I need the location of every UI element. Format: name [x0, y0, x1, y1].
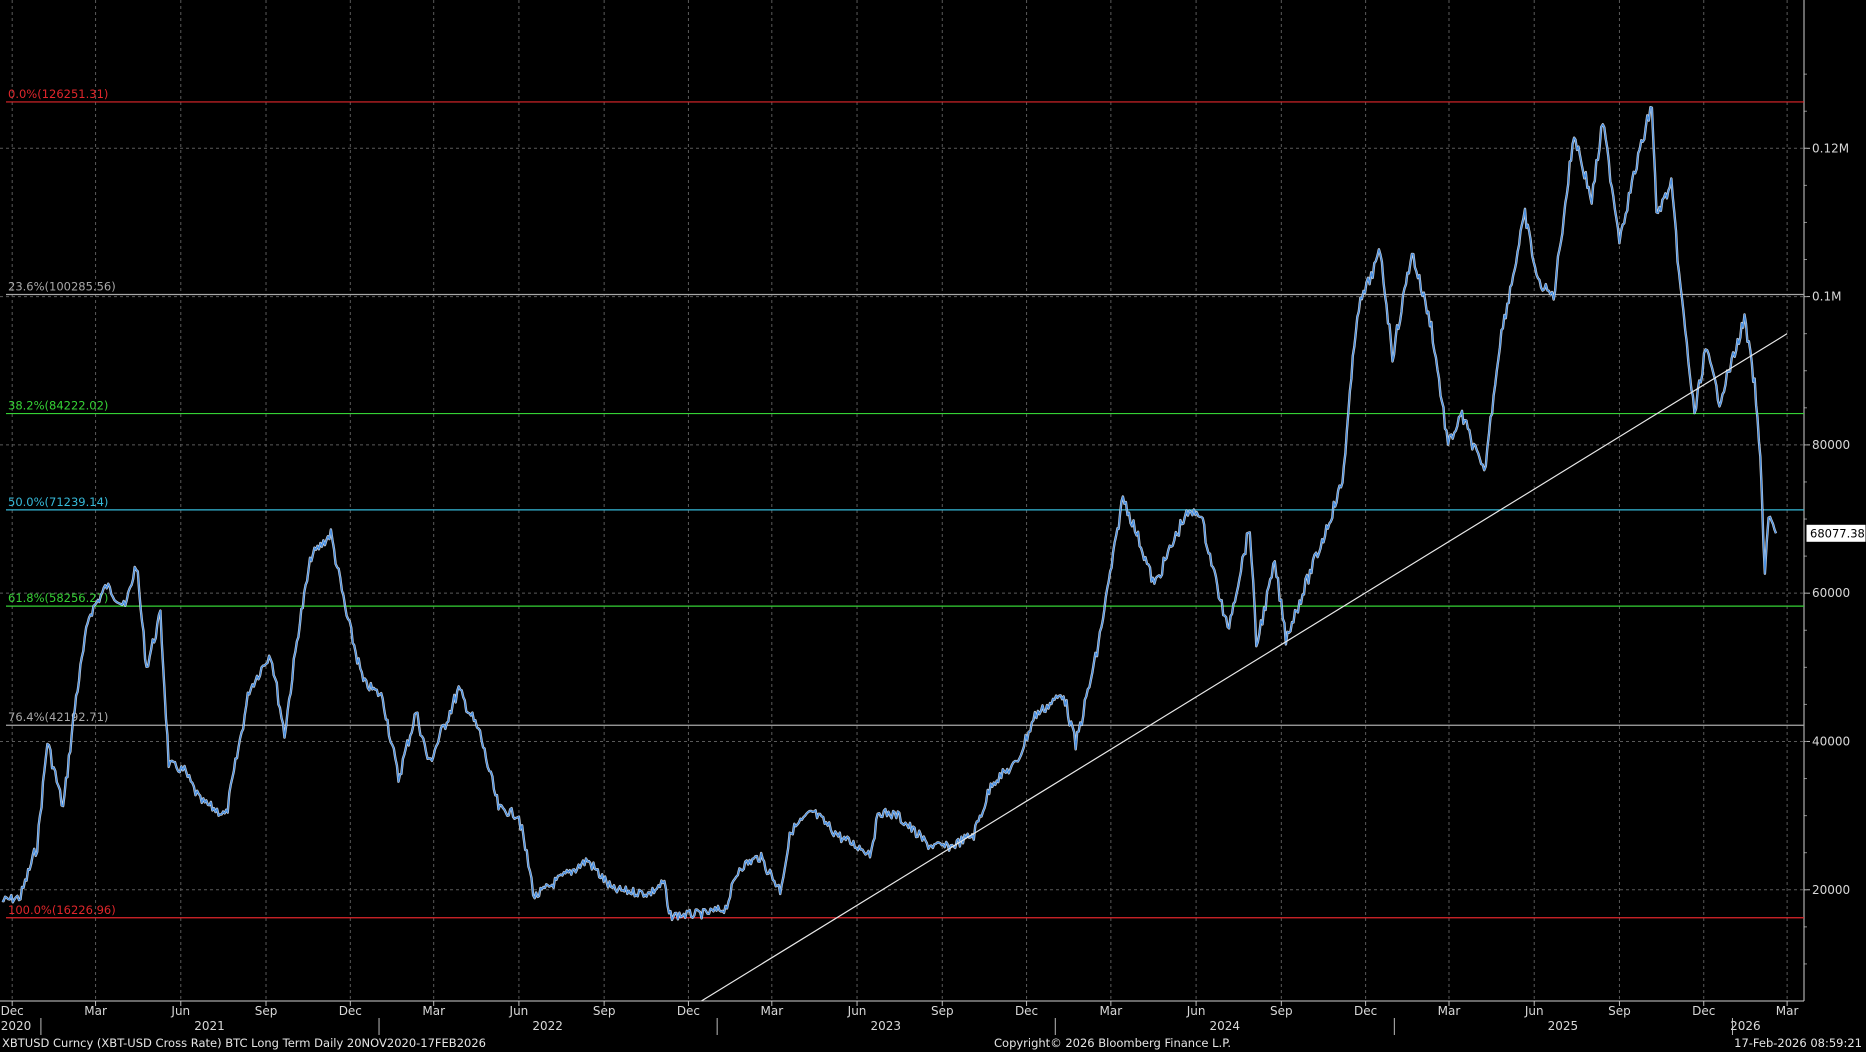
x-tick-label: Sep: [1608, 1004, 1631, 1018]
timestamp: 17-Feb-2026 08:59:21: [1734, 1036, 1862, 1050]
x-tick-label: Sep: [1270, 1004, 1293, 1018]
x-tick-label: Dec: [1692, 1004, 1715, 1018]
y-tick-label: 0.1M: [1812, 290, 1841, 304]
fib-level-label: 76.4%(42192.71): [8, 710, 108, 724]
x-year-label: 2021: [194, 1019, 225, 1033]
y-tick-label: 60000: [1812, 586, 1850, 600]
x-tick-label: Jun: [509, 1004, 529, 1018]
last-value-label: 68077.38: [1810, 526, 1865, 540]
price-line-shadow: [1, 106, 1778, 922]
last-value-box: [1806, 524, 1866, 542]
x-tick-label: Jun: [847, 1004, 867, 1018]
x-tick-label: Mar: [760, 1004, 783, 1018]
y-tick-label: 80000: [1812, 438, 1850, 452]
x-year-label: 2025: [1548, 1019, 1579, 1033]
x-tick-label: Jun: [1524, 1004, 1544, 1018]
x-tick-label: Sep: [931, 1004, 954, 1018]
fib-level-label: 100.0%(16226.96): [8, 903, 116, 917]
x-tick-label: Sep: [255, 1004, 278, 1018]
x-tick-label: Mar: [1776, 1004, 1799, 1018]
x-tick-label: Dec: [1354, 1004, 1377, 1018]
x-tick-label: Dec: [1015, 1004, 1038, 1018]
x-tick-label: Mar: [1438, 1004, 1461, 1018]
x-tick-label: Jun: [170, 1004, 190, 1018]
x-year-label: 2026: [1730, 1019, 1761, 1033]
fib-level-label: 23.6%(100285.56): [8, 279, 116, 293]
x-tick-label: Mar: [422, 1004, 445, 1018]
security-description: XBTUSD Curncy (XBT-USD Cross Rate) BTC L…: [2, 1036, 486, 1050]
x-tick-label: Sep: [593, 1004, 616, 1018]
x-tick-label: Jun: [1186, 1004, 1206, 1018]
price-line: [1, 106, 1777, 921]
x-year-label: 2024: [1210, 1019, 1241, 1033]
x-tick-label: Dec: [1, 1004, 24, 1018]
copyright-notice: Copyright© 2026 Bloomberg Finance L.P.: [994, 1036, 1231, 1050]
y-tick-label: 40000: [1812, 734, 1850, 748]
fib-level-label: 0.0%(126251.31): [8, 87, 108, 101]
x-tick-label: Mar: [1100, 1004, 1123, 1018]
fib-level-label: 50.0%(71239.14): [8, 495, 108, 509]
fib-level-label: 38.2%(84222.02): [8, 399, 108, 413]
fib-level-label: 61.8%(58256.27): [8, 591, 108, 605]
x-tick-label: Dec: [339, 1004, 362, 1018]
x-year-label: 2022: [532, 1019, 563, 1033]
x-year-label: 2020: [1, 1019, 32, 1033]
y-tick-label: 20000: [1812, 883, 1850, 897]
x-year-label: 2023: [870, 1019, 901, 1033]
x-tick-label: Dec: [677, 1004, 700, 1018]
y-tick-label: 0.12M: [1812, 141, 1849, 155]
x-tick-label: Mar: [84, 1004, 107, 1018]
trend-line: [701, 333, 1788, 1002]
